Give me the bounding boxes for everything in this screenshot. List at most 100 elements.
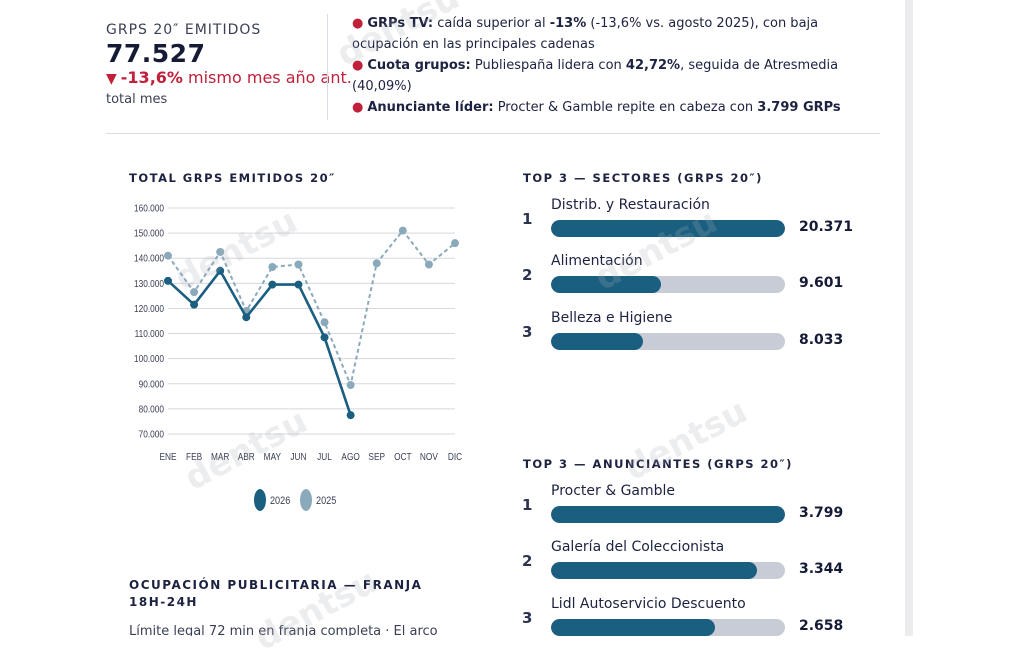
bar-label: Lidl Autoservicio Descuento	[551, 596, 746, 612]
bar-fill	[551, 333, 644, 350]
bar-rank: 2	[522, 266, 533, 284]
kpi-value: 77.527	[106, 39, 206, 68]
bar-track	[551, 506, 785, 523]
bar-label: Procter & Gamble	[551, 483, 676, 499]
down-triangle-icon: ▼	[106, 71, 117, 87]
grps-line-chart: 160.000 150.000 140.000 130.000 120.000 110.0…	[134, 203, 463, 511]
bar-value: 3.344	[799, 561, 844, 577]
highlight-item: ● Cuota grupos: Publiespaña lidera con 42…	[352, 56, 882, 97]
kpi-change-value: -13,6%	[120, 68, 183, 87]
legend-label-2025: 2025	[316, 495, 337, 507]
bar-track	[551, 562, 785, 579]
kpi-sub: total mes	[106, 92, 168, 107]
advertisers-title: TOP 3 — ANUNCIANTES (GRPS 20″)	[523, 457, 793, 471]
data-point-2026	[164, 276, 172, 285]
bar-rank: 3	[522, 323, 533, 341]
kpi-change-text: mismo mes año ant.	[182, 68, 352, 87]
bar-rank: 1	[522, 210, 533, 228]
legend-swatch-2026	[254, 489, 266, 511]
data-point-2025	[320, 318, 329, 327]
bar-label: Galería del Coleccionista	[551, 539, 725, 555]
sector-bar-item: 3 Belleza e Higiene 8.033	[522, 310, 882, 358]
bar-value: 20.371	[799, 219, 854, 235]
bar-label: Alimentación	[551, 253, 643, 269]
highlight-item: ● GRPs TV: caída superior al -13% (-13,6%…	[352, 14, 882, 55]
bar-value: 9.601	[799, 275, 844, 291]
sector-bar-item: 2 Alimentación 9.601	[522, 253, 882, 301]
bar-fill	[551, 220, 785, 237]
data-point-2026	[268, 280, 277, 289]
data-point-2025	[424, 260, 433, 269]
watermark: dentsu	[618, 391, 754, 489]
series-line-2025	[167, 228, 456, 389]
kpi-divider	[327, 14, 328, 120]
y-tick-label: 70.000	[139, 429, 164, 440]
x-tick-label: AGO	[341, 451, 359, 462]
x-tick-label: JUL	[317, 451, 332, 462]
bar-label: Distrib. y Restauración	[551, 197, 710, 213]
y-tick-label: 130.000	[134, 278, 164, 289]
y-tick-label: 90.000	[139, 379, 164, 390]
highlight-bold: 3.799 GRPs	[757, 100, 841, 115]
x-tick-label: OCT	[394, 451, 412, 462]
data-point-2025	[164, 251, 172, 260]
bullet-dot-icon: ●	[352, 58, 364, 73]
page-bottom-edge	[0, 636, 1024, 664]
data-point-2025	[372, 259, 381, 268]
bullet-dot-icon: ●	[352, 100, 364, 115]
bar-track	[551, 333, 785, 350]
kpi-label: GRPS 20″ EMITIDOS	[106, 22, 262, 38]
series-line-2026	[167, 268, 352, 416]
sectors-title: TOP 3 — SECTORES (GRPS 20″)	[523, 171, 763, 185]
y-tick-label: 160.000	[134, 203, 164, 214]
x-tick-label: JUN	[290, 451, 306, 462]
data-point-2026	[216, 266, 225, 275]
data-point-2025	[451, 239, 459, 248]
x-tick-label: FEB	[186, 451, 202, 462]
section-divider	[106, 133, 880, 134]
occupancy-subtitle: Límite legal 72 min en franja completa ·…	[129, 624, 438, 639]
data-point-2026	[190, 300, 199, 309]
data-point-2026	[294, 280, 303, 289]
y-tick-label: 80.000	[139, 404, 164, 415]
highlights-list: ● GRPs TV: caída superior al -13% (-13,6%…	[352, 14, 882, 120]
advertiser-bar-item: 3 Lidl Autoservicio Descuento 2.658	[522, 596, 882, 644]
highlight-text: Publiespaña lidera con	[470, 58, 626, 73]
bar-value: 3.799	[799, 505, 844, 521]
y-tick-label: 150.000	[134, 228, 164, 239]
x-tick-label: ABR	[238, 451, 255, 462]
kpi-card: GRPS 20″ EMITIDOS 77.527 ▼ -13,6% mismo m…	[106, 22, 352, 107]
bar-track	[551, 619, 785, 636]
x-tick-label: DIC	[448, 451, 463, 462]
highlight-lead: GRPs TV:	[367, 16, 434, 31]
bar-rank: 2	[522, 552, 533, 570]
legend-label-2026: 2026	[270, 495, 291, 507]
bar-rank: 3	[522, 609, 533, 627]
bar-value: 2.658	[799, 618, 844, 634]
bar-track	[551, 276, 785, 293]
data-point-2025	[294, 260, 303, 269]
y-tick-label: 110.000	[135, 328, 164, 339]
x-tick-label: MAY	[264, 451, 281, 462]
kpi-change: ▼ -13,6% mismo mes año ant.	[106, 68, 352, 87]
page-edge-shadow	[905, 0, 913, 636]
sector-bar-item: 1 Distrib. y Restauración 20.371	[522, 197, 882, 245]
data-point-2026	[242, 313, 251, 322]
bar-label: Belleza e Higiene	[551, 310, 673, 326]
bar-rank: 1	[522, 496, 533, 514]
y-tick-label: 100.000	[134, 353, 164, 364]
highlight-text: Procter & Gamble repite en cabeza con	[493, 100, 758, 115]
occupancy-title: OCUPACIÓN PUBLICITARIA — FRANJA 18H-24H	[129, 578, 423, 609]
x-tick-label: ENE	[159, 451, 176, 462]
bar-fill	[551, 276, 662, 293]
legend-swatch-2025	[300, 489, 312, 511]
y-tick-label: 120.000	[134, 303, 164, 314]
bullet-dot-icon: ●	[352, 16, 364, 31]
x-tick-label: SEP	[368, 451, 385, 462]
highlight-item: ● Anunciante líder: Procter & Gamble repi…	[352, 98, 882, 119]
highlight-lead: Cuota grupos:	[367, 58, 471, 73]
bar-value: 8.033	[799, 332, 844, 348]
x-tick-label: MAR	[211, 451, 230, 462]
bar-track	[551, 220, 785, 237]
x-tick-label: NOV	[420, 451, 439, 462]
